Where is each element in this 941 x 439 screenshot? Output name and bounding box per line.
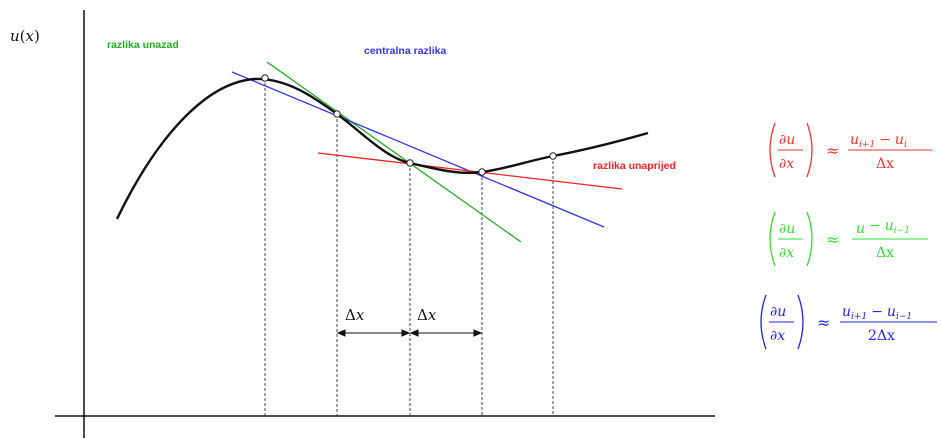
sample-point [333,110,341,118]
left-paren [769,122,776,178]
y-axis-label: u(x) [10,27,40,45]
y-axis-label-close: ) [34,27,40,45]
delta-var: x [356,306,365,324]
lhs-denominator: ∂x [779,156,794,172]
sample-point [478,168,486,176]
approx-symbol: ≈ [817,313,830,332]
delta-symbol: Δ [345,306,356,324]
lhs-numerator: ∂u [770,304,786,320]
arrow-head-left-icon [409,329,419,337]
right-paren [797,294,804,350]
formula-backward: ∂u ∂x ≈ u − ui−1 Δx [769,211,928,267]
function-curve [115,77,649,220]
y-axis-label-x: x [26,27,35,45]
lhs-numerator: ∂u [779,132,795,148]
delta-x-label-1: Δx [345,306,365,324]
sample-point [261,74,269,82]
backward-difference-label: razlika unazad [107,39,179,51]
rhs-denominator: 2Δx [868,328,895,344]
left-paren [769,211,776,267]
lhs-denominator: ∂x [770,328,785,344]
arrow-head-right-icon [473,329,483,337]
grid-guides [264,78,554,416]
arrow-head-right-icon [401,329,411,337]
central-difference-label: centralna razlika [364,45,446,57]
lhs-numerator: ∂u [779,221,795,237]
sample-point [549,152,557,160]
arrow-head-left-icon [336,329,346,337]
rhs-denominator: Δx [876,245,894,261]
formula-forward: ∂u ∂x ≈ ui+1− ui Δx [769,122,932,178]
rhs-numerator: ui+1− ui−1 [842,304,912,322]
backward-difference-line [266,61,522,243]
left-paren [760,294,767,350]
formula-central: ∂u ∂x ≈ ui+1− ui−1 2Δx [760,294,937,350]
rhs-denominator: Δx [876,156,894,172]
delta-x-label-2: Δx [417,306,437,324]
sample-points [261,74,557,176]
delta-x-arrows [336,329,483,337]
forward-difference-line [317,152,623,190]
approx-symbol: ≈ [826,230,839,249]
delta-var: x [428,306,437,324]
right-paren [806,122,813,178]
central-difference-line [231,71,605,228]
right-paren [806,211,813,267]
forward-difference-label: razlika unaprijed [593,160,676,172]
sample-point [406,159,414,167]
delta-symbol: Δ [417,306,428,324]
rhs-numerator: u − ui−1 [856,218,910,237]
approx-symbol: ≈ [826,141,839,160]
rhs-numerator: ui+1− ui [850,132,907,150]
y-axis-label-open: ( [20,27,26,45]
y-axis-label-u: u [10,27,20,45]
lhs-denominator: ∂x [779,245,794,261]
